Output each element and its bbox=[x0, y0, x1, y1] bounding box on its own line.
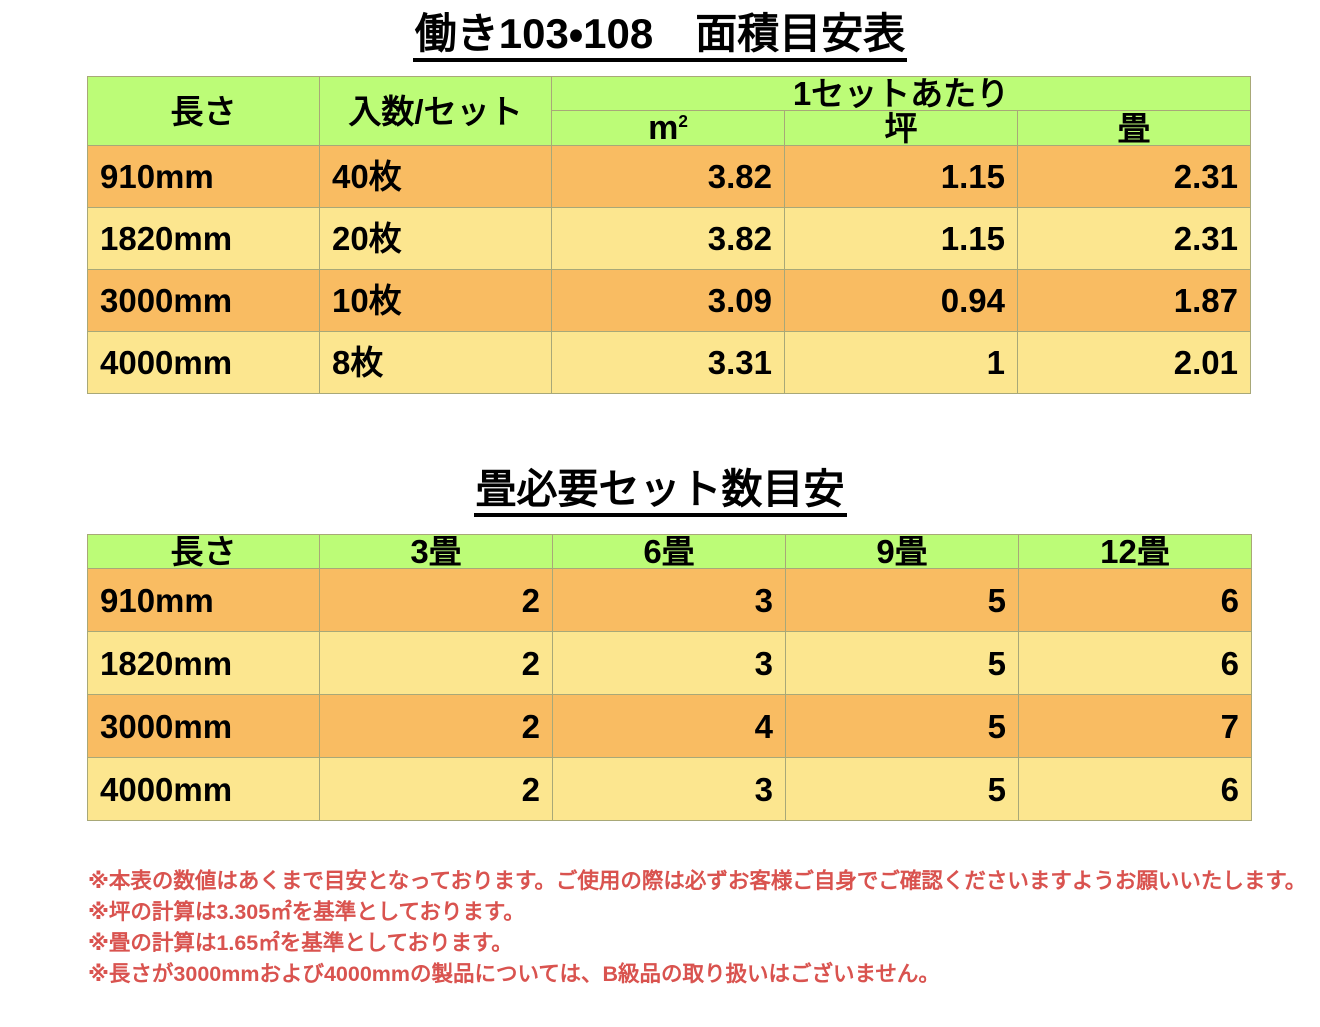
cell-sets-6-tatami: 4 bbox=[552, 694, 786, 758]
cell-length: 910mm bbox=[87, 568, 320, 632]
header-count-per-set: 入数/セット bbox=[319, 76, 552, 146]
cell-length: 4000mm bbox=[87, 331, 320, 394]
table-row: 3000mm 10枚 3.09 0.94 1.87 bbox=[87, 269, 1251, 332]
cell-sets-6-tatami: 3 bbox=[552, 631, 786, 695]
cell-sets-9-tatami: 5 bbox=[785, 757, 1019, 821]
cell-length: 3000mm bbox=[87, 269, 320, 332]
table-header-row-top: 長さ 入数/セット 1セットあたり bbox=[87, 76, 1251, 146]
table-header-row: 長さ 3畳 6畳 9畳 12畳 bbox=[87, 534, 1252, 569]
cell-sets-3-tatami: 2 bbox=[319, 568, 553, 632]
table-row: 1820mm 2 3 5 6 bbox=[87, 631, 1252, 695]
cell-sets-9-tatami: 5 bbox=[785, 631, 1019, 695]
cell-tsubo: 1.15 bbox=[784, 145, 1018, 208]
table-area-guide-head: 長さ 入数/セット 1セットあたり m2 坪 畳 bbox=[87, 76, 1251, 146]
header-unit-tatami: 畳 bbox=[1017, 110, 1251, 146]
header-unit-square-meter: m2 bbox=[551, 110, 785, 146]
cell-square-meter: 3.82 bbox=[551, 207, 785, 270]
footnote-disclaimer: ※本表の数値はあくまで目安となっております。ご使用の際は必ずお客様ご自身でご確認… bbox=[88, 869, 1307, 893]
cell-length: 1820mm bbox=[87, 207, 320, 270]
cell-sets-3-tatami: 2 bbox=[319, 694, 553, 758]
cell-tsubo: 1.15 bbox=[784, 207, 1018, 270]
page-title-area-guide-text: 働き103・108 面積目安表 bbox=[412, 11, 908, 63]
header-12-tatami: 12畳 bbox=[1018, 534, 1252, 569]
page-title-sets-guide: 畳必要セット数目安 bbox=[0, 467, 1320, 518]
unit-m-superscript: 2 bbox=[678, 111, 688, 131]
header-length: 長さ bbox=[87, 534, 320, 569]
cell-length: 4000mm bbox=[87, 757, 320, 821]
cell-sets-6-tatami: 3 bbox=[552, 568, 786, 632]
cell-sets-9-tatami: 5 bbox=[785, 694, 1019, 758]
footnotes: ※本表の数値はあくまで目安となっております。ご使用の際は必ずお客様ご自身でご確認… bbox=[88, 866, 1318, 990]
cell-count: 40枚 bbox=[319, 145, 552, 208]
cell-sets-9-tatami: 5 bbox=[785, 568, 1019, 632]
cell-sets-12-tatami: 6 bbox=[1018, 757, 1252, 821]
cell-count: 10枚 bbox=[319, 269, 552, 332]
header-group-per-set: 1セットあたり bbox=[551, 76, 1251, 111]
page-title-sets-guide-text: 畳必要セット数目安 bbox=[473, 467, 847, 518]
cell-length: 3000mm bbox=[87, 694, 320, 758]
cell-tatami: 2.31 bbox=[1017, 145, 1251, 208]
cell-count: 8枚 bbox=[319, 331, 552, 394]
cell-sets-6-tatami: 3 bbox=[552, 757, 786, 821]
table-sets-guide-body: 910mm 2 3 5 6 1820mm 2 3 5 6 3000mm 2 4 … bbox=[87, 568, 1252, 821]
cell-tatami: 2.31 bbox=[1017, 207, 1251, 270]
unit-m-base: m bbox=[648, 110, 679, 146]
table-row: 1820mm 20枚 3.82 1.15 2.31 bbox=[87, 207, 1251, 270]
cell-sets-3-tatami: 2 bbox=[319, 757, 553, 821]
table-row: 4000mm 2 3 5 6 bbox=[87, 757, 1252, 821]
header-6-tatami: 6畳 bbox=[552, 534, 786, 569]
cell-sets-12-tatami: 6 bbox=[1018, 631, 1252, 695]
table-area-guide-body: 910mm 40枚 3.82 1.15 2.31 1820mm 20枚 3.82… bbox=[87, 145, 1251, 394]
cell-length: 1820mm bbox=[87, 631, 320, 695]
table-header-row-sub: m2 坪 畳 bbox=[88, 110, 1251, 146]
table-row: 3000mm 2 4 5 7 bbox=[87, 694, 1252, 758]
table-row: 910mm 2 3 5 6 bbox=[87, 568, 1252, 632]
footnote-tatami-basis: ※畳の計算は1.65㎡を基準としております。 bbox=[88, 931, 513, 955]
footnote-tsubo-basis: ※坪の計算は3.305㎡を基準としております。 bbox=[88, 900, 525, 924]
cell-square-meter: 3.82 bbox=[551, 145, 785, 208]
table-row: 910mm 40枚 3.82 1.15 2.31 bbox=[87, 145, 1251, 208]
cell-tatami: 1.87 bbox=[1017, 269, 1251, 332]
header-unit-tsubo: 坪 bbox=[784, 110, 1018, 146]
header-3-tatami: 3畳 bbox=[319, 534, 553, 569]
page-title-area-guide: 働き103・108 面積目安表 bbox=[0, 11, 1320, 63]
cell-square-meter: 3.31 bbox=[551, 331, 785, 394]
cell-tatami: 2.01 bbox=[1017, 331, 1251, 394]
cell-square-meter: 3.09 bbox=[551, 269, 785, 332]
table-sets-guide: 長さ 3畳 6畳 9畳 12畳 910mm 2 3 5 6 1820mm 2 3… bbox=[87, 534, 1252, 821]
cell-length: 910mm bbox=[87, 145, 320, 208]
cell-count: 20枚 bbox=[319, 207, 552, 270]
header-9-tatami: 9畳 bbox=[785, 534, 1019, 569]
cell-sets-12-tatami: 6 bbox=[1018, 568, 1252, 632]
footnote-b-grade-availability: ※長さが3000mmおよび4000mmの製品については、B級品の取り扱いはござい… bbox=[88, 962, 940, 986]
cell-tsubo: 1 bbox=[784, 331, 1018, 394]
cell-sets-3-tatami: 2 bbox=[319, 631, 553, 695]
cell-tsubo: 0.94 bbox=[784, 269, 1018, 332]
table-sets-guide-head: 長さ 3畳 6畳 9畳 12畳 bbox=[87, 534, 1252, 569]
cell-sets-12-tatami: 7 bbox=[1018, 694, 1252, 758]
table-area-guide: 長さ 入数/セット 1セットあたり m2 坪 畳 910mm 40枚 3.82 … bbox=[87, 76, 1251, 394]
table-row: 4000mm 8枚 3.31 1 2.01 bbox=[87, 331, 1251, 394]
header-length: 長さ bbox=[87, 76, 320, 146]
